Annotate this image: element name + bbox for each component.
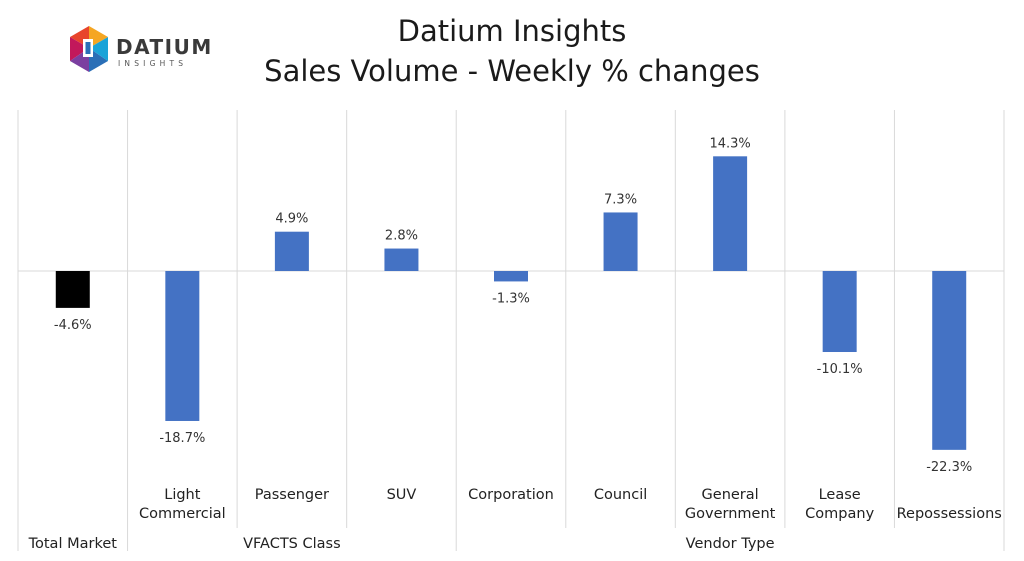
data-label: -1.3%	[492, 291, 530, 306]
category-label: Passenger	[255, 487, 329, 503]
bar	[384, 248, 419, 271]
data-label: 2.8%	[385, 229, 418, 244]
bar	[274, 231, 309, 271]
data-label: -18.7%	[159, 431, 205, 446]
group-label: Vendor Type	[686, 536, 775, 552]
logo-facet	[89, 37, 108, 61]
category-label: Corporation	[468, 487, 554, 503]
category-label: Lease	[819, 487, 861, 503]
category-label: SUV	[387, 487, 417, 503]
logo-letter-d-inner	[85, 42, 91, 54]
logo-facet	[89, 48, 108, 72]
chart-subtitle: Sales Volume - Weekly % changes	[264, 54, 760, 88]
datium-logo: DATIUM INSIGHTS	[66, 24, 211, 78]
category-label: Commercial	[139, 506, 226, 522]
data-label: 7.3%	[604, 192, 637, 207]
group-label: Total Market	[28, 536, 118, 552]
data-label: -10.1%	[817, 362, 863, 377]
logo-facet	[89, 26, 108, 48]
bar	[494, 271, 528, 282]
category-label: Repossessions	[897, 506, 1002, 522]
chart-title: Datium Insights	[397, 14, 627, 48]
category-label: Light	[164, 487, 201, 503]
bar	[165, 271, 200, 421]
bar	[822, 271, 857, 353]
category-label: Council	[594, 487, 647, 503]
bar	[603, 212, 638, 271]
data-label: -4.6%	[54, 318, 92, 333]
category-label: Company	[805, 506, 874, 522]
bar	[55, 271, 90, 308]
logo-name: DATIUM	[116, 35, 213, 59]
bar	[932, 271, 967, 450]
datium-logo-icon	[70, 26, 108, 72]
category-label: General	[702, 487, 759, 503]
data-label: 14.3%	[709, 136, 750, 151]
logo-subtitle: INSIGHTS	[118, 59, 188, 68]
bar	[713, 156, 748, 271]
data-label: -22.3%	[926, 460, 972, 475]
category-label: Government	[685, 506, 776, 522]
group-label: VFACTS Class	[243, 536, 341, 552]
data-label: 4.9%	[275, 212, 308, 227]
logo-facet	[70, 37, 89, 61]
